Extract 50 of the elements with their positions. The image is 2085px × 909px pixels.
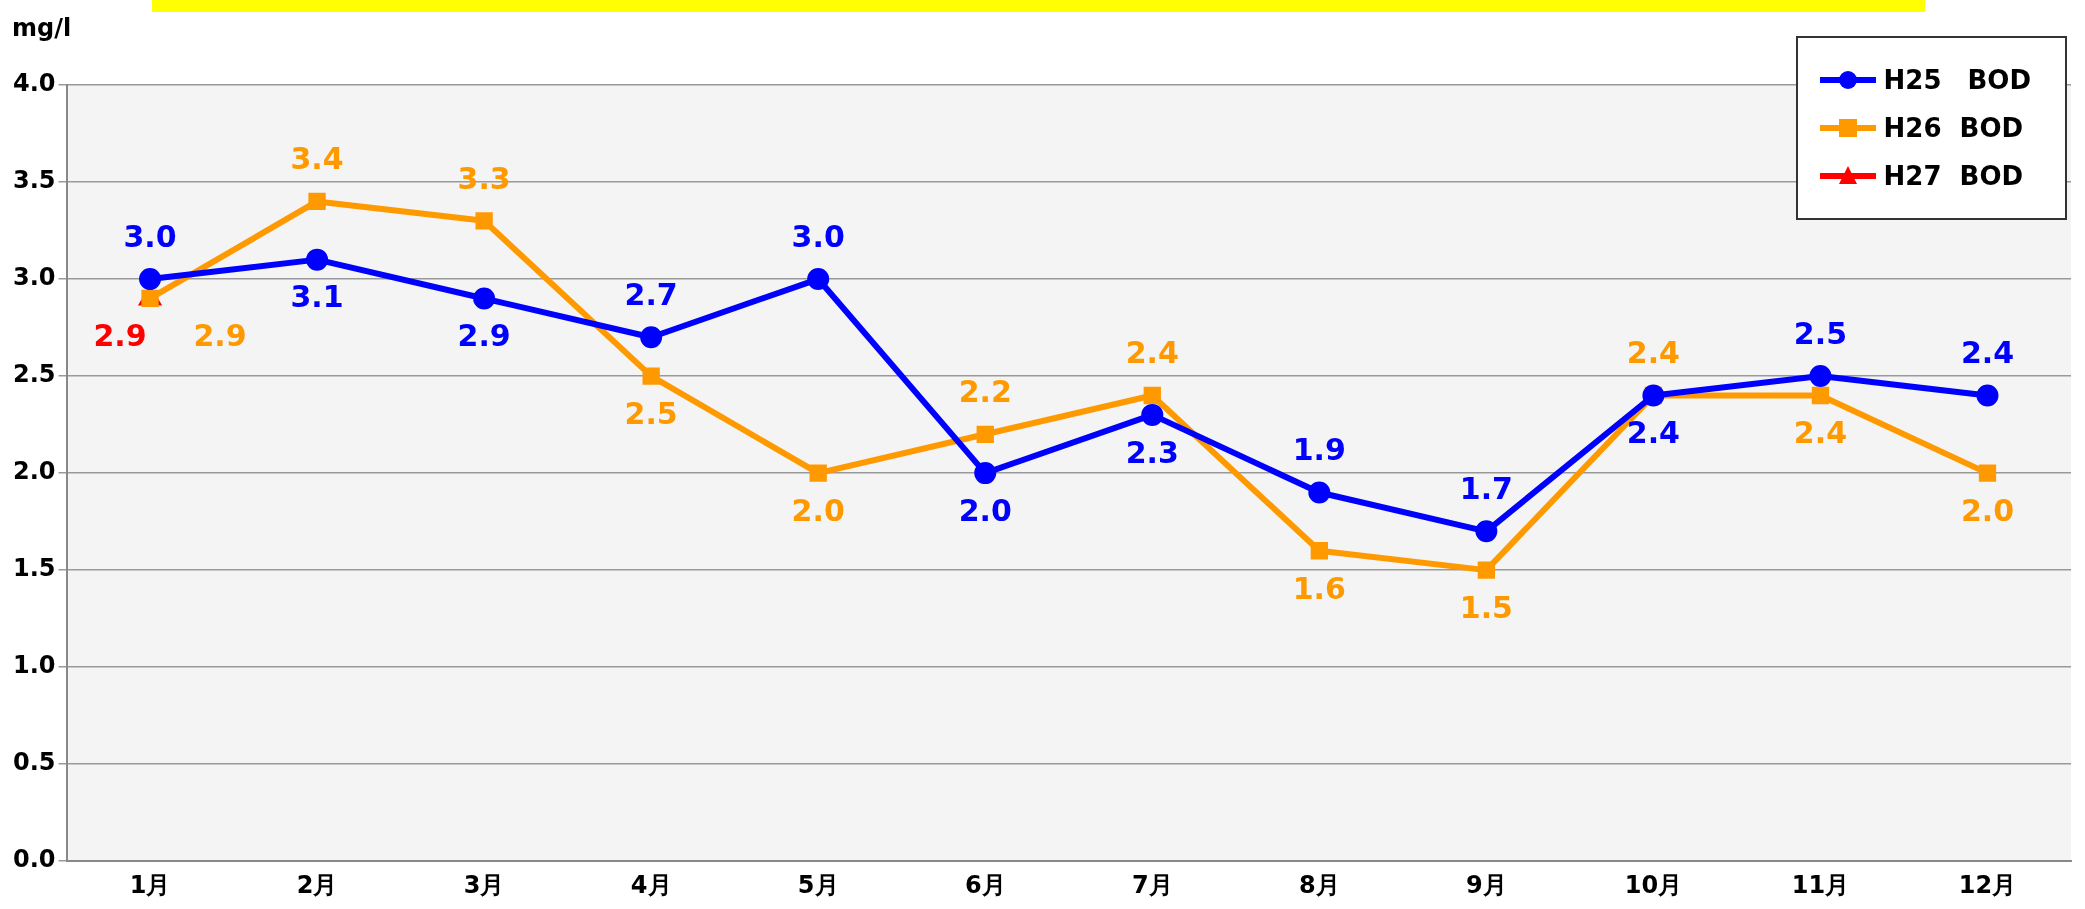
data-label: 3.0 <box>123 218 177 254</box>
x-tick-label: 9月 <box>1466 870 1507 899</box>
data-label: 3.4 <box>290 141 344 177</box>
x-tick-label: 7月 <box>1131 870 1173 899</box>
data-label: 2.9 <box>193 318 247 354</box>
data-label: 2.9 <box>93 318 147 354</box>
y-tick-label: 2.5 <box>13 360 56 389</box>
data-label: 2.4 <box>1626 335 1680 371</box>
data-label: 2.3 <box>1125 434 1179 470</box>
data-label: 2.7 <box>624 277 678 313</box>
x-tick-label: 2月 <box>296 870 338 899</box>
y-tick-label: 3.0 <box>13 263 56 292</box>
data-label: 2.4 <box>1626 415 1680 451</box>
y-tick-label: 4.0 <box>13 69 56 98</box>
x-tick-label: 12月 <box>1958 870 2017 899</box>
data-label: 2.0 <box>791 492 845 528</box>
data-label: 3.0 <box>791 218 845 254</box>
data-label: 3.3 <box>457 160 511 196</box>
data-label: 1.6 <box>1292 570 1346 606</box>
x-tick-label: 8月 <box>1298 870 1340 899</box>
data-label: 2.5 <box>1793 315 1848 351</box>
x-tick-label: 5月 <box>797 870 839 899</box>
data-label: 2.0 <box>1960 492 2015 528</box>
legend-label: H26 BOD <box>1883 113 2024 143</box>
y-tick-label: 1.0 <box>13 651 56 680</box>
x-tick-label: 1月 <box>129 870 171 899</box>
y-axis-title: mg/l <box>12 14 72 42</box>
y-tick-label: 0.5 <box>13 748 56 777</box>
y-tick-label: 3.5 <box>13 166 56 195</box>
data-label: 1.5 <box>1459 589 1513 625</box>
x-tick-label: 6月 <box>964 870 1006 899</box>
x-tick-label: 3月 <box>463 870 505 899</box>
data-label: 3.1 <box>290 279 344 315</box>
x-tick-label: 10月 <box>1624 870 1683 899</box>
y-tick-label: 1.5 <box>13 554 56 583</box>
data-label: 2.0 <box>958 492 1012 528</box>
data-label: 2.5 <box>624 395 678 431</box>
x-tick-label: 11月 <box>1791 870 1850 899</box>
data-label: 2.9 <box>457 318 511 354</box>
data-label: 1.9 <box>1292 432 1346 468</box>
data-label: 1.7 <box>1459 471 1513 507</box>
data-label: 2.4 <box>1125 335 1179 371</box>
data-label: 2.2 <box>958 374 1012 410</box>
data-label: 2.4 <box>1960 335 2015 371</box>
x-tick-label: 4月 <box>630 870 672 899</box>
data-label: 2.4 <box>1793 415 1848 451</box>
y-tick-label: 2.0 <box>13 457 56 486</box>
legend-label: H25 BOD <box>1883 63 2031 97</box>
y-tick-label: 0.0 <box>13 845 56 874</box>
legend-label: H27 BOD <box>1883 161 2024 191</box>
